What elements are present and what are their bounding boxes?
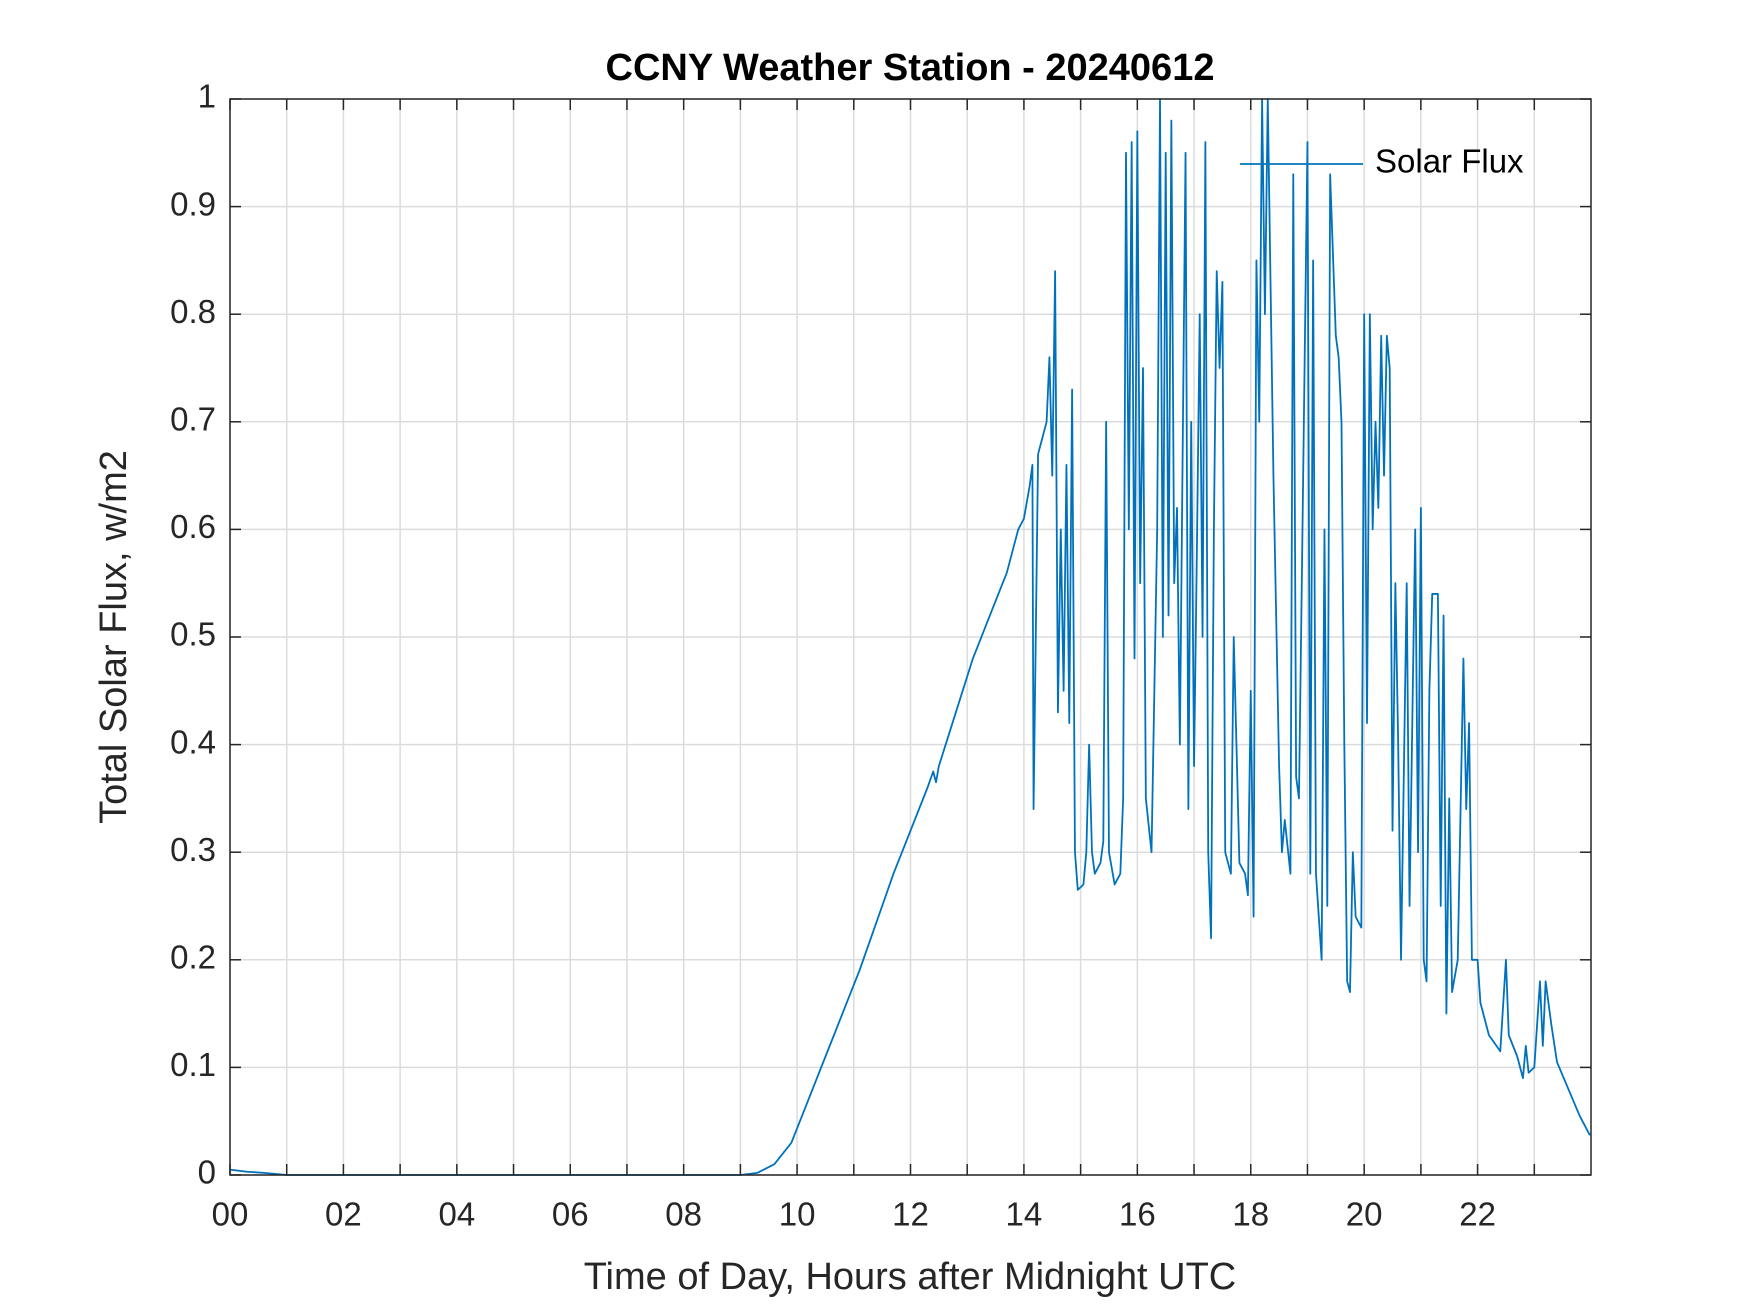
x-tick-label: 10 [779,1196,816,1233]
x-tick-label: 12 [892,1196,929,1233]
chart-title: CCNY Weather Station - 20240612 [606,47,1215,89]
y-tick-label: 1 [198,78,216,115]
y-tick-label: 0.9 [170,185,216,222]
x-tick-label: 16 [1119,1196,1156,1233]
y-tick-label: 0.5 [170,616,216,653]
x-tick-label: 06 [552,1196,589,1233]
y-tick-label: 0.7 [170,401,216,438]
x-tick-label: 14 [1006,1196,1043,1233]
x-tick-label: 02 [325,1196,362,1233]
data-line [229,98,1591,1176]
x-tick-label: 20 [1346,1196,1383,1233]
y-tick-label: 0.4 [170,723,216,760]
x-tick-label: 22 [1459,1196,1496,1233]
x-tick-label: 04 [438,1196,475,1233]
x-tick-label: 08 [665,1196,702,1233]
x-tick-label: 18 [1232,1196,1269,1233]
x-tick-label: 00 [212,1196,249,1233]
y-tick-label: 0.3 [170,831,216,868]
x-axis-label: Time of Day, Hours after Midnight UTC [584,1256,1237,1298]
y-axis-label: Total Solar Flux, w/m2 [93,450,135,824]
y-tick-label: 0.1 [170,1046,216,1083]
y-tick-label: 0.8 [170,293,216,330]
legend-label: Solar Flux [1375,143,1524,180]
y-tick-label: 0 [198,1154,216,1191]
y-tick-label: 0.2 [170,939,216,976]
y-tick-label: 0.6 [170,508,216,545]
